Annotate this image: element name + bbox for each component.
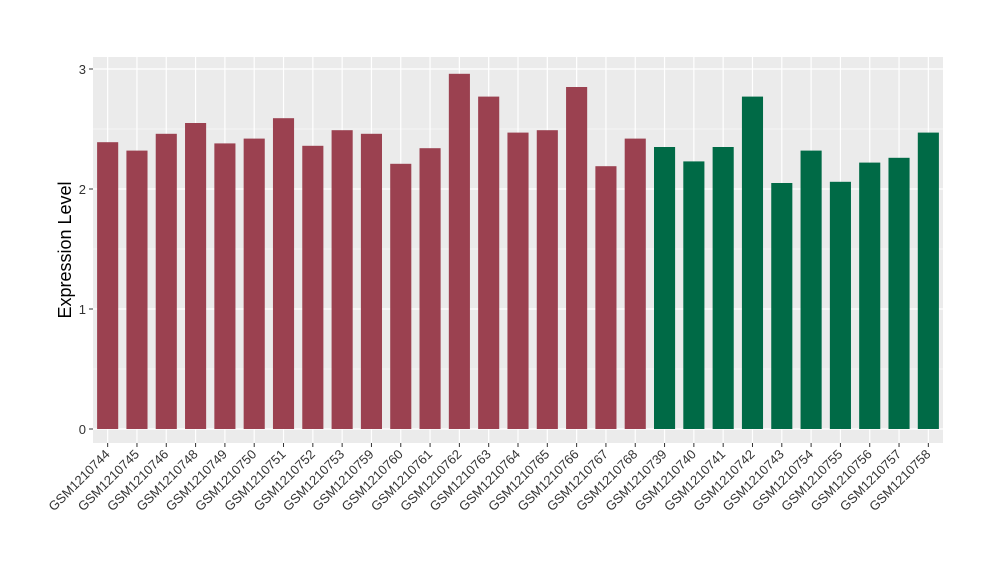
bar-GSM1210757 bbox=[888, 157, 910, 430]
bar-GSM1210760 bbox=[390, 163, 412, 430]
bar-GSM1210739 bbox=[654, 147, 676, 429]
bar-GSM1210746 bbox=[155, 133, 177, 430]
y-tick-label: 3 bbox=[79, 62, 86, 77]
bar-GSM1210752 bbox=[302, 145, 324, 430]
y-tick-label: 2 bbox=[79, 182, 86, 197]
bar-GSM1210755 bbox=[829, 181, 851, 429]
y-tick-label: 0 bbox=[79, 422, 86, 437]
bars bbox=[97, 73, 939, 430]
bar-GSM1210764 bbox=[507, 132, 529, 429]
bar-GSM1210761 bbox=[419, 148, 441, 429]
bar-GSM1210767 bbox=[595, 166, 617, 429]
bar-GSM1210750 bbox=[243, 138, 265, 429]
bar-GSM1210741 bbox=[712, 147, 734, 429]
bar-GSM1210765 bbox=[536, 130, 558, 429]
bar-GSM1210768 bbox=[624, 138, 646, 429]
bar-GSM1210753 bbox=[331, 130, 353, 429]
bar-GSM1210742 bbox=[741, 96, 764, 429]
bar-GSM1210763 bbox=[478, 96, 500, 429]
bar-GSM1210754 bbox=[800, 150, 822, 429]
bar-GSM1210758 bbox=[917, 132, 939, 429]
bar-GSM1210751 bbox=[272, 118, 295, 429]
y-axis: 0 1 2 3 bbox=[79, 62, 93, 437]
bar-GSM1210748 bbox=[185, 123, 207, 429]
bar-GSM1210756 bbox=[859, 162, 881, 429]
bar-GSM1210743 bbox=[771, 183, 793, 429]
bar-GSM1210759 bbox=[360, 133, 382, 430]
bar-GSM1210740 bbox=[683, 161, 705, 429]
bar-GSM1210744 bbox=[97, 142, 119, 429]
bar-GSM1210749 bbox=[214, 143, 236, 429]
y-tick-label: 1 bbox=[79, 302, 86, 317]
x-axis: GSM1210744GSM1210745GSM1210746GSM1210748… bbox=[45, 443, 933, 514]
y-axis-title: Expression Level bbox=[55, 181, 75, 318]
bar-GSM1210762 bbox=[448, 73, 470, 430]
bar-GSM1210766 bbox=[566, 87, 588, 429]
bar-GSM1210745 bbox=[126, 150, 148, 429]
